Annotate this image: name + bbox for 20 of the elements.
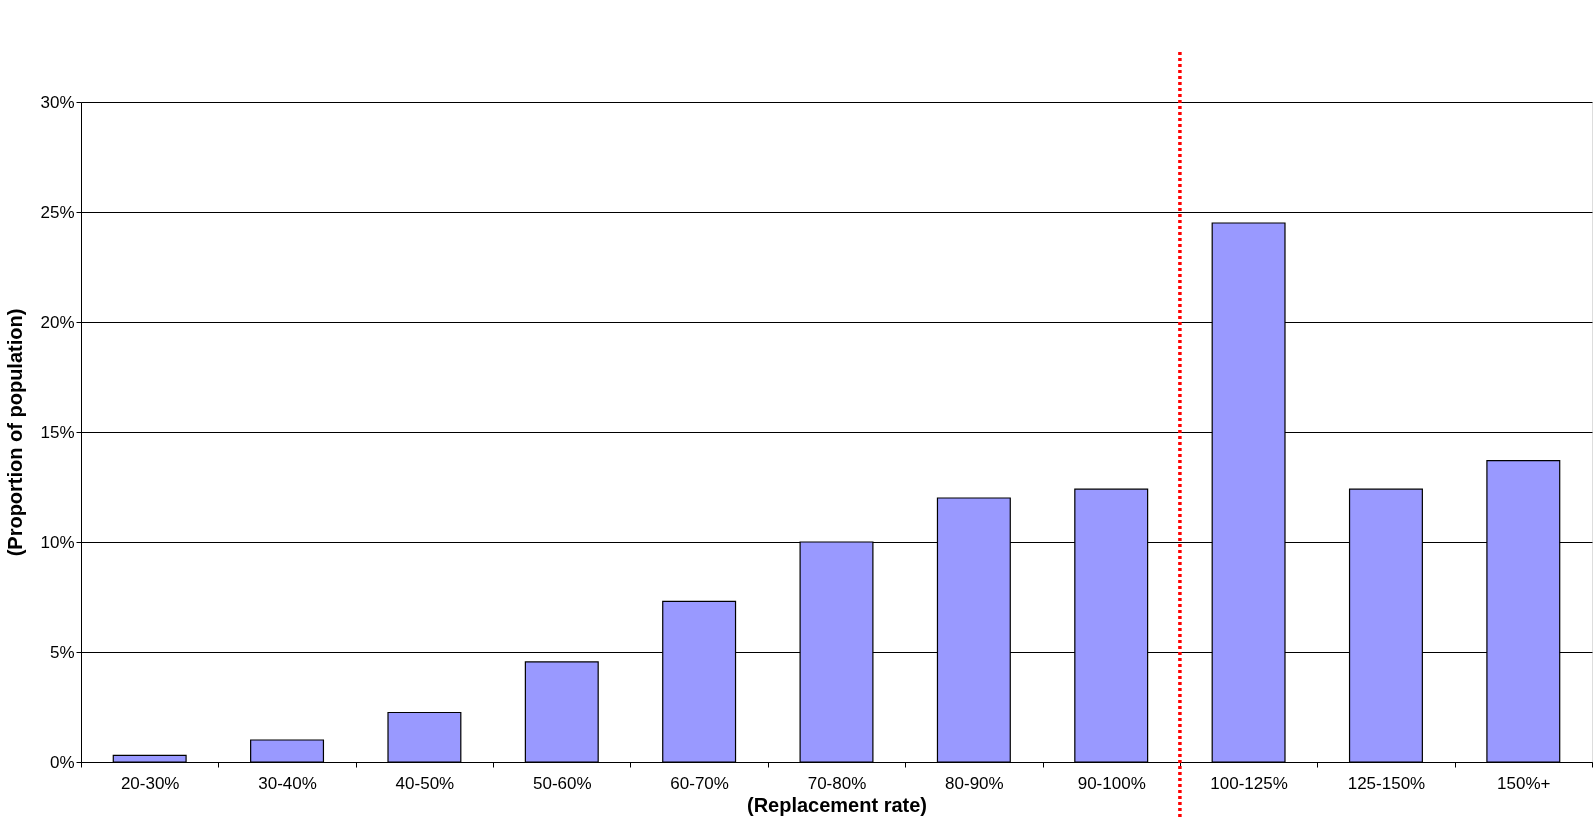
x-tick-label: 30-40% — [258, 773, 317, 793]
x-tick-label: 125-150% — [1347, 773, 1426, 793]
x-tick-label: 70-80% — [807, 773, 867, 793]
y-tick-label: 15% — [40, 422, 75, 442]
y-tick-label: 10% — [40, 532, 75, 552]
x-axis-title: (Replacement rate) — [746, 793, 928, 816]
y-tick-label: 20% — [40, 312, 75, 332]
x-tick-label: 150%+ — [1497, 773, 1551, 793]
y-tick-label: 25% — [40, 202, 75, 222]
x-tick-label: 60-70% — [670, 773, 729, 793]
x-tick-label: 90-100% — [1077, 773, 1146, 793]
y-tick-label: 5% — [49, 642, 75, 662]
x-tick-label: 40-50% — [395, 773, 455, 793]
x-tick-label: 80-90% — [945, 773, 1004, 793]
x-tick-label: 50-60% — [532, 773, 592, 793]
x-tick-label: 100-125% — [1210, 773, 1288, 793]
y-tick-label: 0% — [49, 752, 75, 772]
y-tick-label: 30% — [40, 92, 75, 112]
x-tick-label: 20-30% — [120, 773, 180, 793]
y-axis-title: (Proportion of population) — [4, 308, 27, 557]
